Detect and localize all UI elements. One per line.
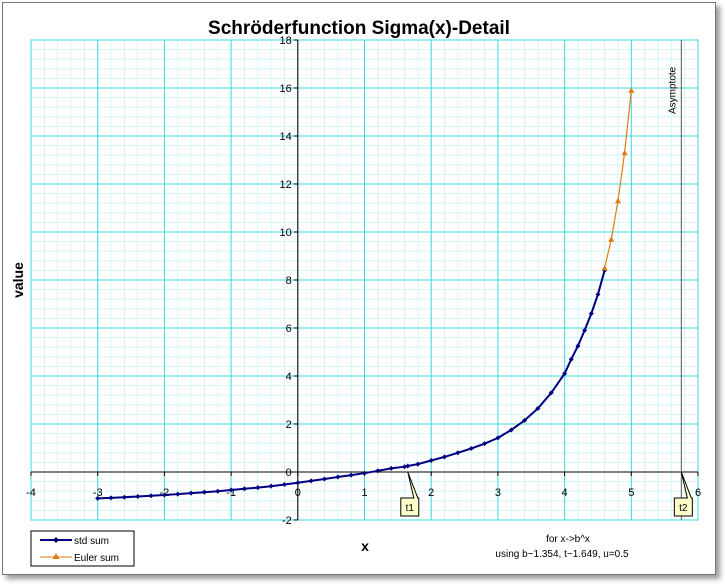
chart-title: Schröderfunction Sigma(x)-Detail	[208, 18, 510, 39]
std-sum-point	[595, 291, 601, 297]
x-tick-label: -1	[226, 487, 236, 499]
std-sum-point	[175, 491, 181, 497]
std-sum-point	[295, 480, 301, 486]
std-sum-point	[388, 465, 394, 471]
std-sum-point	[582, 327, 588, 333]
std-sum-point	[228, 487, 234, 493]
x-tick-label: 4	[562, 487, 568, 499]
legend-std-marker	[53, 537, 59, 543]
std-sum-point	[362, 470, 367, 476]
y-tick-label: -2	[282, 515, 292, 527]
y-tick-label: 4	[286, 371, 292, 383]
note-line-2: using b~1.354, t~1.649, u=0.5	[495, 549, 629, 560]
y-tick-label: 16	[280, 83, 292, 95]
std-sum-point	[241, 486, 247, 492]
std-sum-point	[321, 476, 327, 482]
x-tick-label: 2	[428, 487, 434, 499]
note-line-1: for x->b^x	[546, 534, 590, 545]
x-tick-label: 5	[628, 487, 634, 499]
t2-callout: t2	[673, 471, 693, 517]
std-sum-point	[442, 454, 448, 460]
std-sum-point	[375, 468, 381, 474]
std-sum-point	[121, 494, 127, 500]
std-sum-point	[95, 495, 101, 501]
euler-sum-point	[621, 149, 628, 156]
std-sum-point	[201, 489, 207, 495]
y-tick-label: 14	[280, 131, 292, 143]
std-sum-point	[468, 445, 474, 451]
x-tick-label: -4	[26, 487, 36, 499]
std-sum-point	[575, 343, 581, 349]
std-sum-point	[135, 493, 141, 499]
std-sum-point	[281, 481, 287, 487]
euler-sum-point	[608, 236, 615, 242]
std-sum-point	[348, 472, 354, 478]
std-sum-point	[588, 311, 594, 317]
std-sum-point	[548, 390, 554, 396]
x-tick-label: -3	[93, 487, 103, 499]
std-sum-point	[402, 464, 408, 470]
legend-std-label: std sum	[74, 536, 109, 547]
y-tick-labels: -2 0 2 4 6 8 10 12 14 16 18	[280, 35, 292, 527]
std-sum-point	[482, 441, 488, 447]
asymptote-label: Asymptote	[667, 66, 678, 114]
x-tick-label: 3	[495, 487, 501, 499]
euler-sum-point	[628, 87, 635, 93]
std-sum-point	[428, 457, 434, 463]
x-axis-label: x	[361, 538, 369, 554]
std-sum-point	[335, 474, 341, 480]
legend-euler-marker	[52, 553, 60, 559]
y-tick-label: 0	[286, 467, 292, 479]
std-sum-point	[405, 463, 411, 469]
std-sum-point	[161, 492, 167, 498]
legend-euler-label: Euler sum	[74, 553, 119, 564]
std-sum-point	[562, 371, 568, 377]
t1-box	[400, 471, 420, 517]
y-tick-label: 2	[286, 419, 292, 431]
y-tick-label: 12	[280, 179, 292, 191]
euler-sum-point	[601, 265, 608, 271]
t2-label: t2	[679, 503, 688, 514]
y-tick-label: 6	[286, 323, 292, 335]
y-tick-label: 10	[280, 227, 292, 239]
std-sum-point	[308, 478, 314, 484]
y-axis-label: value	[10, 262, 26, 298]
legend-box	[30, 530, 135, 567]
t1-label: t1	[406, 503, 415, 514]
std-sum-point	[255, 485, 261, 491]
legend: std sum Euler sum	[30, 530, 135, 567]
std-sum-point	[455, 450, 461, 456]
euler-sum-point	[614, 197, 621, 204]
std-sum-point	[188, 490, 194, 496]
std-sum-point	[508, 427, 514, 433]
x-tick-label: 0	[295, 487, 301, 499]
std-sum-point	[148, 493, 154, 499]
std-sum-point	[108, 495, 114, 501]
x-tick-label: 1	[361, 487, 367, 499]
t1-callout: t1	[400, 471, 420, 517]
std-sum-point	[268, 483, 274, 489]
series-layer	[95, 87, 635, 501]
y-tick-label: 18	[280, 35, 292, 47]
t2-box	[673, 471, 693, 517]
y-tick-label: 8	[286, 275, 292, 287]
x-tick-label: 6	[695, 487, 701, 499]
std-sum-point	[215, 488, 221, 494]
std-sum-point	[415, 461, 421, 467]
std-sum-point	[495, 435, 501, 441]
std-sum-point	[535, 405, 541, 411]
std-sum-point	[522, 417, 528, 423]
std-sum-point	[568, 356, 574, 362]
